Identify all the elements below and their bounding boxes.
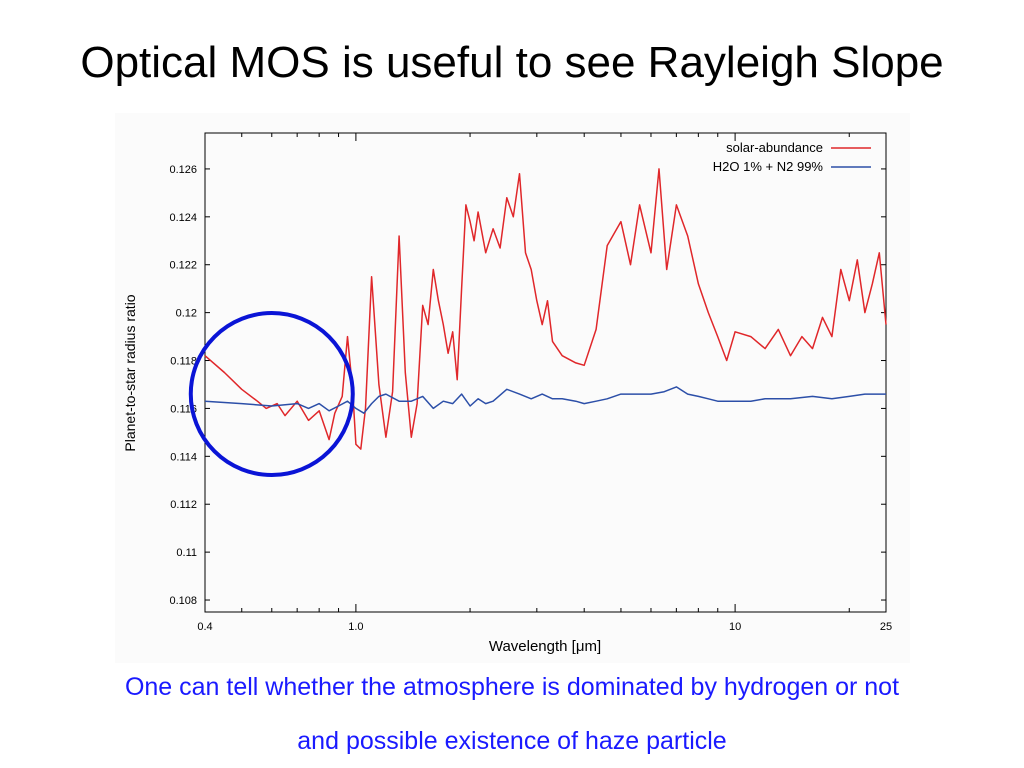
y-tick-label: 0.112 xyxy=(170,499,197,511)
slide-title: Optical MOS is useful to see Rayleigh Sl… xyxy=(80,38,944,87)
x-axis-label: Wavelength [μm] xyxy=(489,638,601,655)
highlight-circle xyxy=(188,311,355,478)
chart-panel: 0.108 0.11 0.112 0.114 0.116 0.118 0.12 0.122 0.… xyxy=(115,113,910,663)
caption-line-1: One can tell whether the atmosphere is d… xyxy=(124,673,900,701)
rayleigh-slope-chart: 0.1080.110.1120.1140.1160.1180.120.1220.… xyxy=(122,132,892,655)
series-group xyxy=(204,168,887,450)
y-axis-label: Planet-to-star radius ratio xyxy=(122,294,138,451)
caption-line-2: and possible existence of haze particle xyxy=(297,727,727,755)
series-line-h2o-n2 xyxy=(204,386,886,414)
y-tick-label: 0.124 xyxy=(169,212,197,224)
y-tick-label: 0.118 xyxy=(170,356,197,368)
legend-label-h2o: H2O 1% + N2 99% xyxy=(713,159,824,174)
legend: solar-abundance H2O 1% + N2 99% xyxy=(713,140,871,174)
plot-frame xyxy=(204,132,887,613)
y-tick-label: 0.12 xyxy=(176,308,197,320)
legend-label-solar: solar-abundance xyxy=(726,140,823,155)
axis-ticks: 0.1080.110.1120.1140.1160.1180.120.1220.… xyxy=(169,133,892,633)
y-tick-label: 0.108 xyxy=(169,595,197,607)
y-tick-label: 0.114 xyxy=(170,451,197,463)
x-tick-label: 10 xyxy=(729,621,741,633)
y-tick-label: 0.126 xyxy=(169,164,197,176)
y-tick-label: 0.122 xyxy=(169,260,197,272)
y-tick-label: 0.11 xyxy=(176,547,197,559)
x-tick-label: 25 xyxy=(880,621,892,633)
x-tick-label: 0.4 xyxy=(197,621,212,633)
x-tick-label: 1.0 xyxy=(348,621,363,633)
